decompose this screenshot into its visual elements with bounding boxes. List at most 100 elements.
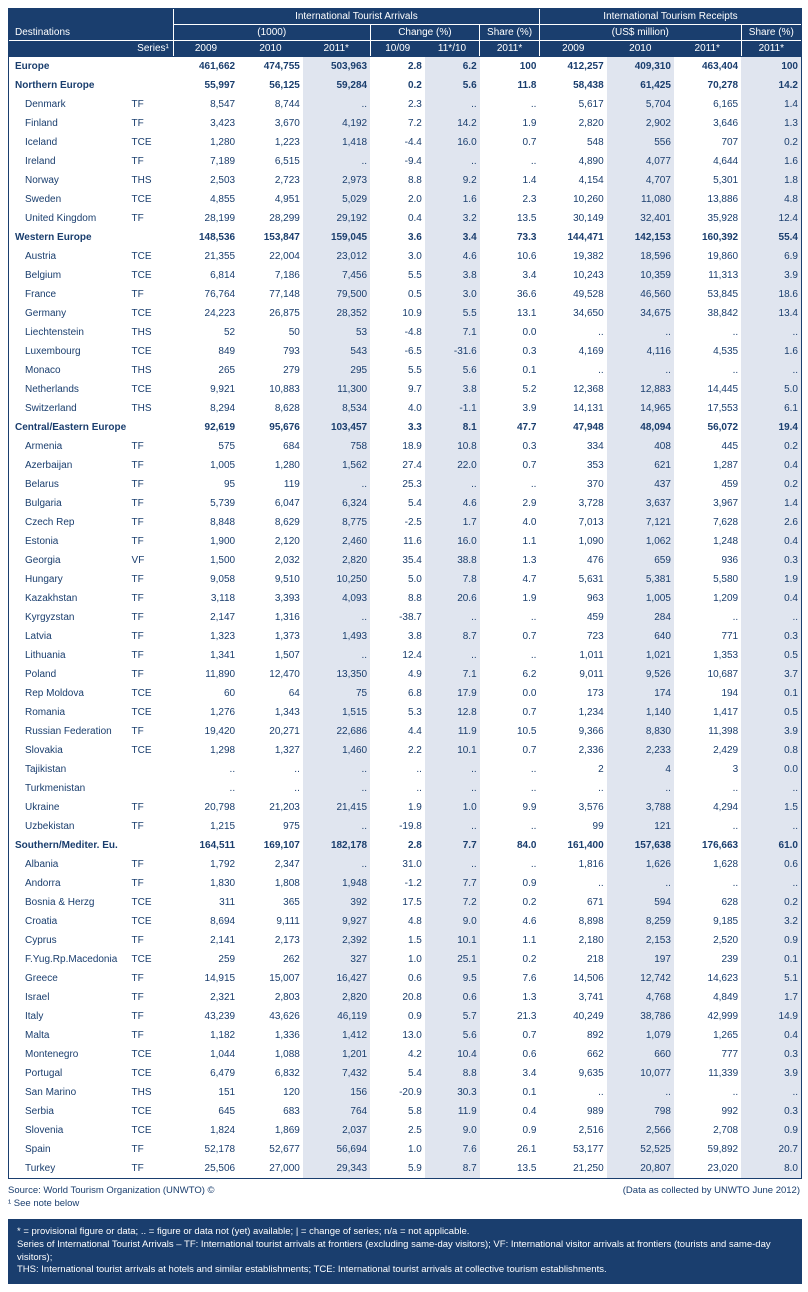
- header-sh: 2011*: [480, 41, 540, 57]
- cell-c1: 3.3: [370, 418, 425, 437]
- cell-r11: 1,417: [674, 703, 741, 722]
- cell-sh: 0.7: [480, 741, 540, 760]
- cell-a11: 4,093: [303, 589, 370, 608]
- cell-rsh: 55.4: [741, 228, 801, 247]
- cell-r10: 1,140: [607, 703, 674, 722]
- cell-r10: 18,596: [607, 247, 674, 266]
- cell-destination: Netherlands: [9, 380, 129, 399]
- table-row: CyprusTF2,1412,1732,3921.510.11.12,1802,…: [9, 931, 801, 950]
- cell-a09: 1,182: [173, 1026, 238, 1045]
- cell-series: TCE: [129, 342, 174, 361]
- cell-c2: ..: [425, 475, 480, 494]
- cell-a11: 53: [303, 323, 370, 342]
- cell-destination: Poland: [9, 665, 129, 684]
- cell-a11: 2,973: [303, 171, 370, 190]
- cell-series: VF: [129, 551, 174, 570]
- cell-rsh: 0.6: [741, 855, 801, 874]
- cell-destination: United Kingdom: [9, 209, 129, 228]
- cell-destination: Greece: [9, 969, 129, 988]
- cell-a10: 1,327: [238, 741, 303, 760]
- cell-series: TF: [129, 874, 174, 893]
- cell-sh: 1.9: [480, 114, 540, 133]
- cell-a11: 1,412: [303, 1026, 370, 1045]
- cell-a10: 1,869: [238, 1121, 303, 1140]
- cell-a10: 365: [238, 893, 303, 912]
- cell-c1: 0.2: [370, 76, 425, 95]
- cell-rsh: 6.9: [741, 247, 801, 266]
- cell-series: [129, 836, 174, 855]
- cell-a11: 182,178: [303, 836, 370, 855]
- cell-a11: 1,201: [303, 1045, 370, 1064]
- cell-a09: 24,223: [173, 304, 238, 323]
- table-row: GermanyTCE24,22326,87528,35210.95.513.13…: [9, 304, 801, 323]
- cell-a11: 56,694: [303, 1140, 370, 1159]
- table-row: AzerbaijanTF1,0051,2801,56227.422.00.735…: [9, 456, 801, 475]
- cell-series: TCE: [129, 741, 174, 760]
- table-row: HungaryTF9,0589,51010,2505.07.84.75,6315…: [9, 570, 801, 589]
- cell-a10: 20,271: [238, 722, 303, 741]
- table-row: Rep MoldovaTCE6064756.817.90.01731741940…: [9, 684, 801, 703]
- cell-series: TF: [129, 798, 174, 817]
- cell-c1: 4.4: [370, 722, 425, 741]
- cell-r11: 1,628: [674, 855, 741, 874]
- cell-a09: 25,506: [173, 1159, 238, 1178]
- cell-destination: Turkey: [9, 1159, 129, 1178]
- cell-r11: 445: [674, 437, 741, 456]
- cell-destination: Southern/Mediter. Eu.: [9, 836, 129, 855]
- cell-r10: 9,526: [607, 665, 674, 684]
- cell-a11: ..: [303, 646, 370, 665]
- cell-a09: 2,147: [173, 608, 238, 627]
- cell-r11: 17,553: [674, 399, 741, 418]
- cell-destination: Estonia: [9, 532, 129, 551]
- cell-series: TCE: [129, 380, 174, 399]
- cell-r11: 9,185: [674, 912, 741, 931]
- cell-destination: Andorra: [9, 874, 129, 893]
- cell-sh: 0.3: [480, 342, 540, 361]
- cell-a11: 2,392: [303, 931, 370, 950]
- cell-a11: 29,192: [303, 209, 370, 228]
- cell-destination: France: [9, 285, 129, 304]
- cell-a10: 262: [238, 950, 303, 969]
- cell-a10: 2,723: [238, 171, 303, 190]
- cell-c1: 4.9: [370, 665, 425, 684]
- cell-sh: 0.6: [480, 1045, 540, 1064]
- cell-r10: 4,077: [607, 152, 674, 171]
- header-r11: 2011*: [674, 41, 741, 57]
- cell-a09: 1,298: [173, 741, 238, 760]
- cell-rsh: 12.4: [741, 209, 801, 228]
- cell-a10: 12,470: [238, 665, 303, 684]
- cell-r11: 3,967: [674, 494, 741, 513]
- cell-c1: 12.4: [370, 646, 425, 665]
- cell-a10: 56,125: [238, 76, 303, 95]
- cell-a09: 95: [173, 475, 238, 494]
- table-row: PolandTF11,89012,47013,3504.97.16.29,011…: [9, 665, 801, 684]
- cell-r11: 5,580: [674, 570, 741, 589]
- cell-c1: 6.8: [370, 684, 425, 703]
- cell-rsh: 2.6: [741, 513, 801, 532]
- header-destinations: Destinations: [9, 9, 173, 41]
- cell-sh: ..: [480, 95, 540, 114]
- cell-a11: 503,963: [303, 57, 370, 77]
- cell-rsh: 18.6: [741, 285, 801, 304]
- cell-a09: 1,280: [173, 133, 238, 152]
- cell-a10: 119: [238, 475, 303, 494]
- cell-r10: 7,121: [607, 513, 674, 532]
- cell-a11: 6,324: [303, 494, 370, 513]
- cell-c2: 7.1: [425, 323, 480, 342]
- cell-c2: 16.0: [425, 532, 480, 551]
- cell-r11: ..: [674, 1083, 741, 1102]
- cell-r10: 48,094: [607, 418, 674, 437]
- cell-r11: 56,072: [674, 418, 741, 437]
- cell-r09: ..: [539, 323, 606, 342]
- cell-r10: 4,768: [607, 988, 674, 1007]
- table-row: SwedenTCE4,8554,9515,0292.01.62.310,2601…: [9, 190, 801, 209]
- cell-r11: 2,520: [674, 931, 741, 950]
- table-row: Tajikistan............2430.0: [9, 760, 801, 779]
- cell-a11: ..: [303, 817, 370, 836]
- cell-r11: 176,663: [674, 836, 741, 855]
- cell-r10: 174: [607, 684, 674, 703]
- cell-r10: 660: [607, 1045, 674, 1064]
- cell-series: THS: [129, 323, 174, 342]
- cell-series: TF: [129, 456, 174, 475]
- cell-c2: 1.0: [425, 798, 480, 817]
